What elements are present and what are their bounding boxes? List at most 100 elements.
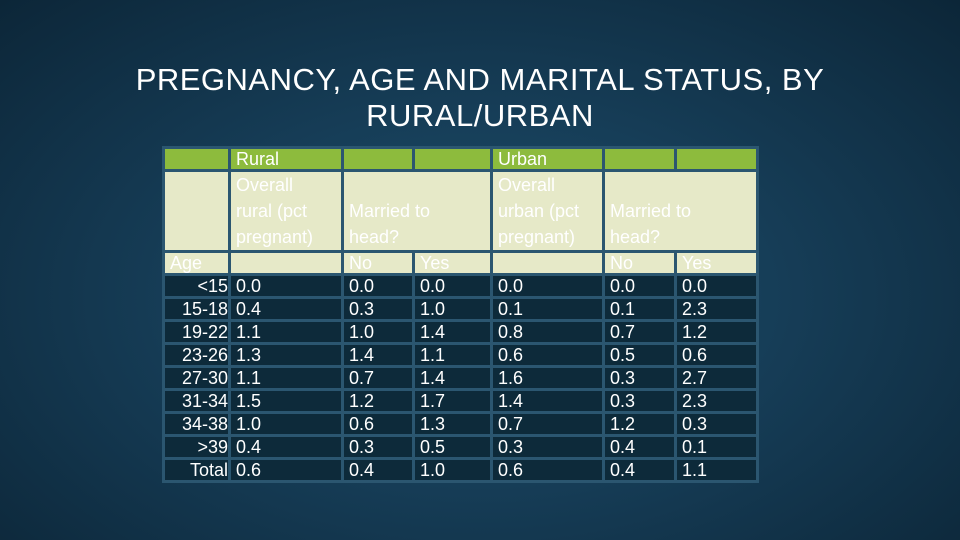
urban-overall-cell: 0.7 [490, 411, 605, 437]
urban-no-cell: 0.5 [602, 342, 677, 368]
urban-no-cell: 0.3 [602, 365, 677, 391]
urban-no-cell: 1.2 [602, 411, 677, 437]
rural-overall-line-1: Overall [236, 175, 294, 195]
rural-yes-header: Yes [412, 250, 493, 276]
age-header: Age [162, 250, 231, 276]
urban-header-span-2 [674, 146, 759, 172]
urban-yes-cell: 1.1 [674, 457, 759, 483]
rural-header-span-2 [412, 146, 493, 172]
table-row: 27-30 1.1 0.7 1.4 1.6 0.3 2.7 [162, 365, 759, 391]
table-row: 19-22 1.1 1.0 1.4 0.8 0.7 1.2 [162, 319, 759, 345]
age-cell: 31-34 [162, 388, 231, 414]
pregnancy-table: Rural Urban Overall rural (pct pregnant)… [162, 146, 759, 483]
rural-overall-line-3: pregnant) [236, 227, 314, 247]
urban-overall-cell: 0.6 [490, 342, 605, 368]
rural-no-cell: 0.7 [341, 365, 415, 391]
age-cell: 23-26 [162, 342, 231, 368]
urban-overall-cell: 0.6 [490, 457, 605, 483]
table-row: <15 0.0 0.0 0.0 0.0 0.0 0.0 [162, 273, 759, 299]
rural-no-cell: 0.4 [341, 457, 415, 483]
urban-overall-cell: 1.4 [490, 388, 605, 414]
urban-yes-cell: 2.3 [674, 388, 759, 414]
urban-yes-cell: 2.7 [674, 365, 759, 391]
urban-overall-header: Overall urban (pct pregnant) [490, 169, 605, 253]
table-row: Total 0.6 0.4 1.0 0.6 0.4 1.1 [162, 457, 759, 483]
rural-no-cell: 0.3 [341, 434, 415, 460]
urban-overall-cell: 0.8 [490, 319, 605, 345]
rural-overall-cell: 0.4 [228, 434, 344, 460]
rural-overall-line-2: rural (pct [236, 201, 308, 221]
urban-no-cell: 0.7 [602, 319, 677, 345]
urban-no-cell: 0.4 [602, 434, 677, 460]
yes-no-row: Age No Yes No Yes [162, 250, 759, 276]
urban-yes-cell: 0.1 [674, 434, 759, 460]
urban-married-line-1: Married to [610, 201, 692, 221]
urban-yes-cell: 1.2 [674, 319, 759, 345]
urban-overall-cell: 0.1 [490, 296, 605, 322]
rural-header-span-1 [341, 146, 415, 172]
urban-overall-line-1: Overall [498, 175, 556, 195]
age-cell: >39 [162, 434, 231, 460]
urban-yes-cell: 0.0 [674, 273, 759, 299]
rural-overall-cell: 1.1 [228, 319, 344, 345]
rural-yes-cell: 0.0 [412, 273, 493, 299]
rural-no-cell: 1.0 [341, 319, 415, 345]
urban-overall-cell: 1.6 [490, 365, 605, 391]
slide-title-line-1: PREGNANCY, AGE AND MARITAL STATUS, BY [135, 62, 825, 97]
urban-header-span-1 [602, 146, 677, 172]
urban-no-header: No [602, 250, 677, 276]
rural-yes-cell: 1.3 [412, 411, 493, 437]
header-row-group: Rural Urban [162, 146, 759, 172]
urban-overall-line-3: pregnant) [498, 227, 576, 247]
rural-yes-cell: 0.5 [412, 434, 493, 460]
rural-overall-cell: 0.6 [228, 457, 344, 483]
slide-title: PREGNANCY, AGE AND MARITAL STATUS, BY RU… [0, 62, 960, 134]
age-cell: 27-30 [162, 365, 231, 391]
rural-overall-cell: 1.1 [228, 365, 344, 391]
rural-no-cell: 0.0 [341, 273, 415, 299]
rural-no-header: No [341, 250, 415, 276]
rural-overall-cell: 1.3 [228, 342, 344, 368]
rural-overall-cell: 0.0 [228, 273, 344, 299]
urban-no-cell: 0.4 [602, 457, 677, 483]
table-row: 23-26 1.3 1.4 1.1 0.6 0.5 0.6 [162, 342, 759, 368]
urban-no-cell: 0.3 [602, 388, 677, 414]
urban-married-line-2: head? [610, 227, 661, 247]
age-cell: 34-38 [162, 411, 231, 437]
rural-yes-cell: 1.7 [412, 388, 493, 414]
rural-overall-cell: 1.0 [228, 411, 344, 437]
rural-yes-cell: 1.1 [412, 342, 493, 368]
rural-overall-header: Overall rural (pct pregnant) [228, 169, 344, 253]
rural-overall-cell: 0.4 [228, 296, 344, 322]
urban-yes-cell: 0.6 [674, 342, 759, 368]
urban-overall-blank [490, 250, 605, 276]
rural-married-line-2: head? [349, 227, 400, 247]
age-label-blank [162, 169, 231, 253]
urban-overall-cell: 0.0 [490, 273, 605, 299]
table-row: 15-18 0.4 0.3 1.0 0.1 0.1 2.3 [162, 296, 759, 322]
header-corner-cell [162, 146, 231, 172]
rural-married-line-1: Married to [349, 201, 431, 221]
age-cell: 15-18 [162, 296, 231, 322]
rural-yes-cell: 1.0 [412, 296, 493, 322]
rural-no-cell: 1.2 [341, 388, 415, 414]
age-cell: <15 [162, 273, 231, 299]
rural-yes-cell: 1.0 [412, 457, 493, 483]
urban-overall-line-2: urban (pct [498, 201, 580, 221]
urban-overall-cell: 0.3 [490, 434, 605, 460]
urban-yes-header: Yes [674, 250, 759, 276]
slide-title-line-2: RURAL/URBAN [366, 98, 594, 133]
urban-no-cell: 0.0 [602, 273, 677, 299]
rural-overall-blank [228, 250, 344, 276]
rural-yes-cell: 1.4 [412, 365, 493, 391]
rural-no-cell: 0.3 [341, 296, 415, 322]
rural-married-header: Married to head? [341, 169, 493, 253]
urban-yes-cell: 2.3 [674, 296, 759, 322]
urban-header: Urban [490, 146, 605, 172]
rural-yes-cell: 1.4 [412, 319, 493, 345]
table-row: 34-38 1.0 0.6 1.3 0.7 1.2 0.3 [162, 411, 759, 437]
age-cell: 19-22 [162, 319, 231, 345]
rural-no-cell: 0.6 [341, 411, 415, 437]
urban-married-header: Married to head? [602, 169, 759, 253]
urban-yes-cell: 0.3 [674, 411, 759, 437]
